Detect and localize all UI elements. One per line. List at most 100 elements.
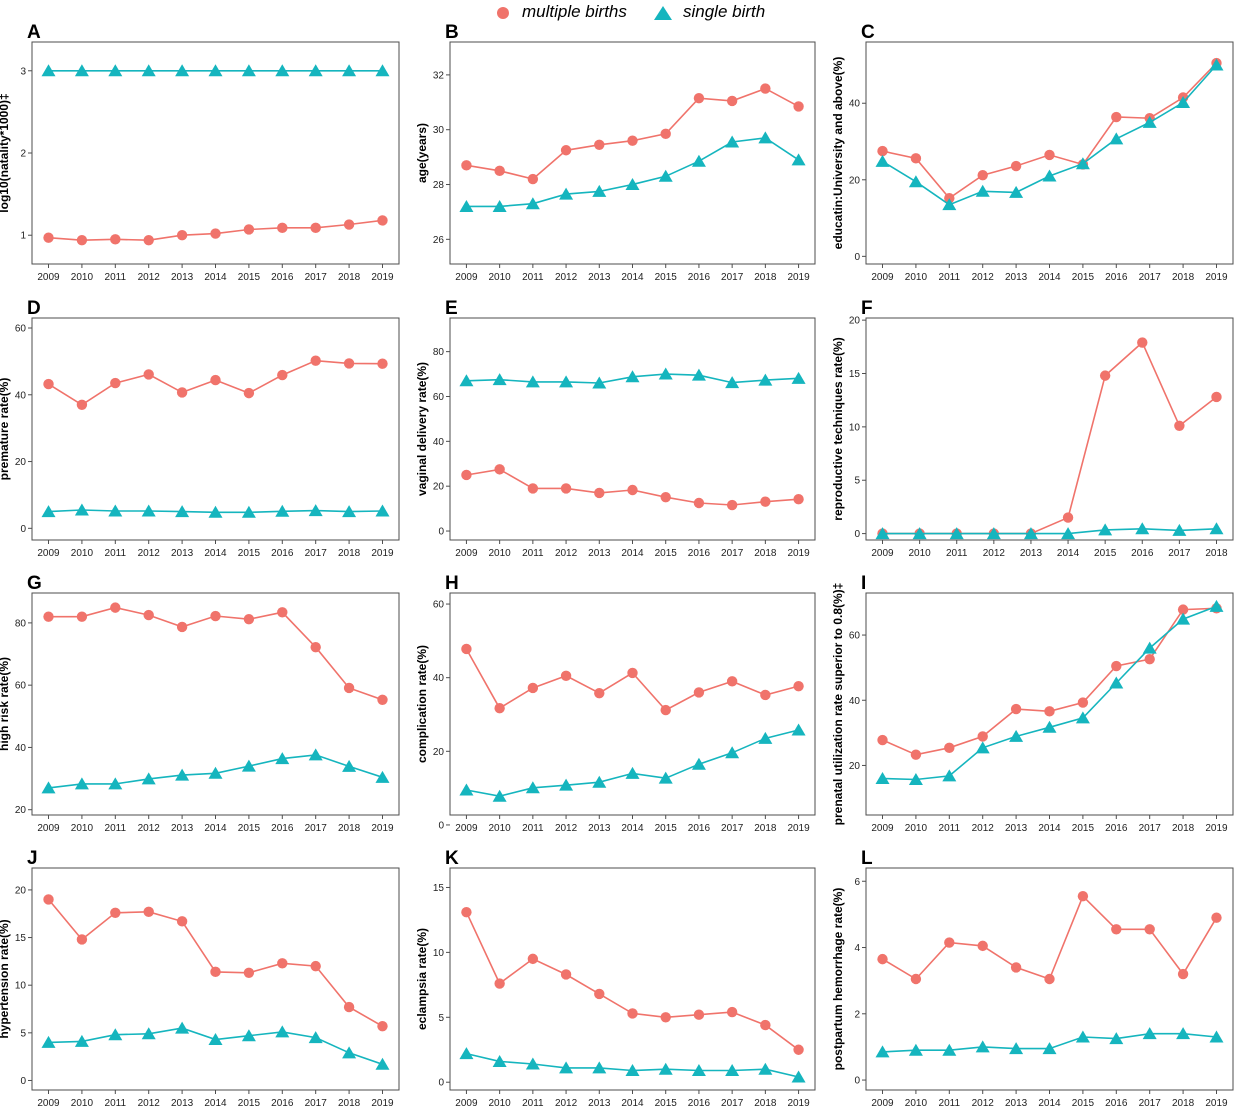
y-tick-label-g: 60 — [15, 681, 27, 692]
point-single-k-2011 — [525, 1057, 540, 1070]
point-single-i-2018 — [1176, 612, 1191, 625]
point-single-e-2014 — [625, 370, 640, 383]
x-tick-label-k: 2010 — [489, 1098, 512, 1109]
x-tick-label-e: 2018 — [754, 548, 777, 559]
y-axis-title-f: reproductive techniques rate(%) — [831, 337, 845, 520]
x-tick-label-k: 2013 — [588, 1098, 611, 1109]
point-single-c-2011 — [942, 198, 957, 211]
point-multiple-j-2012 — [143, 906, 154, 918]
x-tick-label-a: 2019 — [371, 272, 394, 283]
point-multiple-d-2010 — [76, 399, 88, 410]
point-multiple-c-2011 — [944, 192, 955, 204]
point-single-e-2009 — [459, 374, 474, 387]
x-tick-label-l: 2016 — [1105, 1098, 1128, 1109]
x-tick-label-g: 2011 — [105, 823, 127, 834]
x-tick-label-c: 2017 — [1139, 272, 1162, 283]
legend-label-single: single birth — [683, 2, 766, 21]
y-tick-label-a: 2 — [20, 149, 26, 160]
x-tick-label-e: 2012 — [555, 548, 578, 559]
point-single-k-2010 — [492, 1054, 507, 1067]
point-multiple-l-2013 — [1010, 962, 1022, 973]
y-axis-title-j: hypertension rate(%) — [0, 919, 11, 1038]
point-multiple-e-2019 — [793, 493, 804, 505]
y-tick-label-b: 26 — [433, 235, 445, 246]
point-multiple-d-2017 — [310, 355, 321, 366]
x-tick-label-l: 2015 — [1072, 1098, 1095, 1109]
point-single-g-2012 — [141, 772, 156, 785]
x-tick-label-c: 2011 — [939, 272, 961, 283]
point-single-d-2016 — [275, 504, 290, 517]
y-tick-label-l: 0 — [854, 1076, 860, 1087]
point-single-l-2013 — [1009, 1042, 1024, 1055]
point-single-e-2013 — [592, 376, 607, 389]
y-axis-title-l: postpartum hemorrhage rate(%) — [831, 888, 845, 1071]
point-multiple-k-2011 — [527, 953, 539, 965]
point-multiple-b-2009 — [461, 160, 472, 171]
point-single-l-2018 — [1176, 1027, 1191, 1040]
point-multiple-h-2016 — [693, 687, 705, 698]
y-tick-label-h: 40 — [433, 673, 445, 684]
x-tick-label-l: 2014 — [1038, 1098, 1061, 1109]
point-single-b-2018 — [758, 131, 773, 144]
point-multiple-a-2019 — [377, 215, 388, 226]
point-multiple-k-2010 — [494, 978, 505, 989]
x-tick-label-h: 2018 — [754, 823, 777, 834]
point-multiple-j-2011 — [110, 907, 121, 918]
x-tick-label-e: 2009 — [455, 548, 478, 559]
x-tick-label-i: 2011 — [939, 823, 961, 834]
x-tick-label-h: 2017 — [721, 823, 744, 834]
point-single-g-2018 — [342, 759, 357, 772]
x-tick-label-l: 2013 — [1005, 1098, 1028, 1109]
point-single-f-2011 — [949, 527, 964, 540]
y-axis-title-d: premature rate(%) — [0, 378, 11, 481]
point-multiple-e-2010 — [494, 464, 505, 475]
point-multiple-h-2018 — [760, 689, 771, 701]
point-single-k-2012 — [559, 1061, 574, 1074]
x-tick-label-e: 2016 — [688, 548, 711, 559]
point-multiple-g-2013 — [176, 621, 188, 633]
panel-tag-j: J — [27, 848, 38, 869]
point-multiple-b-2011 — [527, 173, 539, 185]
x-tick-label-b: 2015 — [655, 272, 678, 283]
point-multiple-l-2019 — [1211, 912, 1222, 923]
y-tick-label-k: 15 — [433, 883, 445, 894]
x-tick-label-b: 2009 — [455, 272, 478, 283]
point-single-g-2013 — [175, 768, 190, 781]
point-multiple-k-2018 — [760, 1019, 771, 1031]
y-tick-label-h: 0 — [438, 820, 444, 831]
x-tick-label-f: 2015 — [1094, 548, 1117, 559]
plot-frame-a — [31, 41, 400, 265]
point-single-a-2017 — [308, 64, 323, 77]
x-tick-label-b: 2019 — [787, 272, 810, 283]
x-tick-label-i: 2019 — [1205, 823, 1228, 834]
point-single-i-2017 — [1142, 641, 1157, 654]
x-tick-label-b: 2010 — [489, 272, 512, 283]
point-multiple-d-2013 — [176, 387, 188, 398]
x-tick-label-a: 2012 — [138, 272, 161, 283]
x-tick-label-e: 2014 — [621, 548, 644, 559]
point-single-d-2010 — [74, 503, 89, 516]
point-single-k-2015 — [658, 1062, 673, 1075]
point-multiple-c-2014 — [1044, 149, 1055, 161]
legend: multiple births single birth — [0, 0, 1248, 28]
point-single-a-2012 — [141, 64, 156, 77]
y-tick-label-g: 40 — [15, 743, 27, 754]
point-multiple-c-2010 — [910, 153, 922, 164]
point-single-h-2012 — [559, 778, 574, 791]
point-single-k-2018 — [758, 1062, 773, 1075]
plot-frame-h — [449, 592, 816, 816]
y-tick-label-d: 20 — [15, 457, 27, 468]
x-tick-label-b: 2012 — [555, 272, 578, 283]
point-single-h-2015 — [658, 771, 673, 784]
x-tick-label-j: 2011 — [105, 1098, 127, 1109]
point-single-b-2015 — [658, 169, 673, 182]
point-multiple-i-2013 — [1010, 703, 1022, 715]
point-single-g-2019 — [375, 770, 390, 783]
point-multiple-l-2009 — [877, 953, 888, 965]
y-tick-label-c: 0 — [854, 252, 860, 263]
x-tick-label-g: 2009 — [37, 823, 60, 834]
point-single-b-2014 — [625, 178, 640, 191]
x-tick-label-i: 2014 — [1038, 823, 1061, 834]
point-single-l-2015 — [1075, 1030, 1090, 1043]
